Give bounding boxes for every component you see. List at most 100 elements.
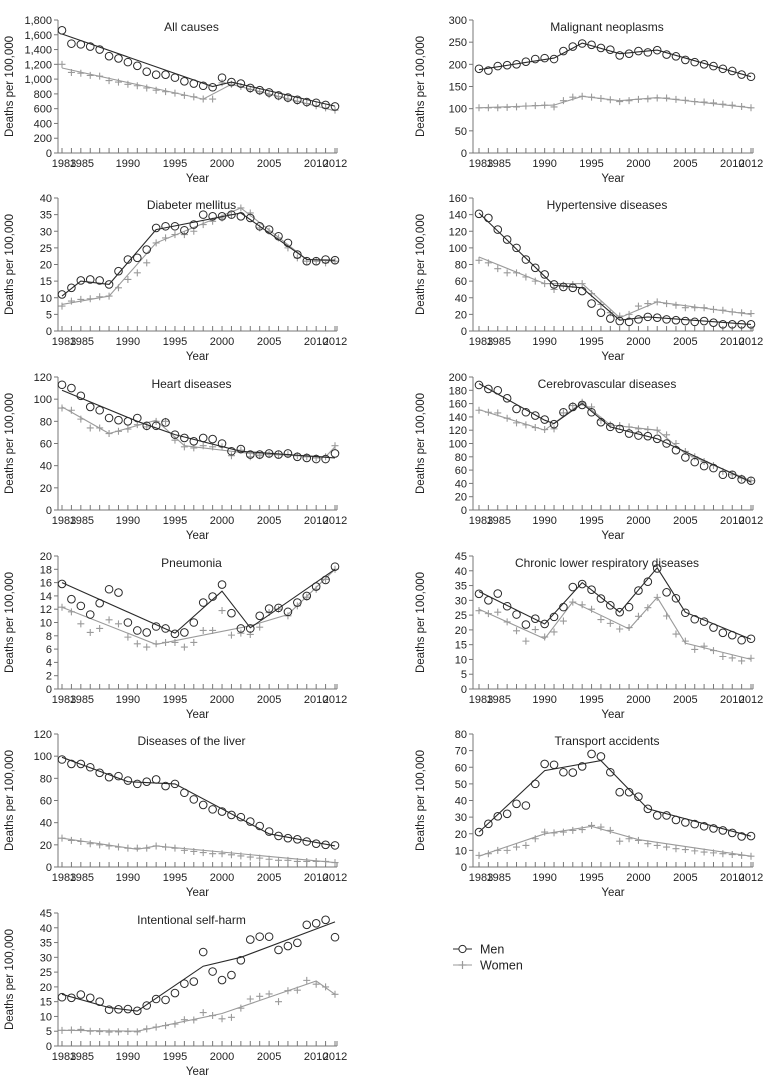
men-data-point [245,450,255,459]
men-data-point [76,276,86,285]
women-data-point [133,640,141,648]
men-data-point [170,779,180,789]
y-tick-label: 40 [455,566,467,578]
chart-title: Cerebrovascular diseases [538,377,677,391]
women-data-point [218,850,226,858]
men-data-point [161,221,170,231]
y-tick-label: 25 [40,967,52,979]
men-data-point [57,290,67,299]
men-data-point [133,61,142,71]
men-data-point [746,831,756,841]
men-data-point [227,446,236,456]
men-data-point [521,407,531,417]
men-data-point [474,589,484,599]
women-data-point [531,102,539,110]
men-data-point [161,995,170,1005]
x-tick-label: 1985 [70,515,94,527]
women-data-point [77,620,85,628]
women-data-point [559,828,567,836]
women-data-point [209,850,217,858]
y-tick-label: 30 [40,952,52,964]
y-tick-label: 12 [40,604,52,616]
women-data-point [105,1028,113,1036]
women-data-point [303,976,311,984]
men-data-point [208,82,217,92]
men-data-point [264,449,274,458]
men-data-point [283,238,293,248]
men-data-point [624,602,634,612]
women-data-point [494,265,502,273]
x-axis-label: Year [601,887,624,899]
men-data-point [170,73,180,82]
men-data-point [330,102,340,111]
men-data-point [662,588,671,597]
men-data-point [133,413,142,423]
women-data-point [152,640,160,648]
women-data-point [634,612,642,620]
women-data-point [597,616,605,624]
women-data-point [634,425,642,433]
women-data-point [199,626,207,634]
women-data-point [513,843,521,851]
x-tick-label: 2010 [720,872,744,884]
men-data-point [634,431,643,440]
women-data-point [672,301,680,309]
x-tick-label: 2000 [626,515,650,527]
men-data-point [568,582,578,592]
women-data-point [475,104,483,112]
y-tick-label: 140 [449,412,467,424]
x-tick-label: 2005 [673,694,697,706]
men-data-point [321,915,330,925]
x-tick-label: 1995 [163,515,187,527]
y-tick-label: 5 [461,669,467,681]
men-data-point [662,811,671,820]
women-data-point [634,302,642,310]
y-tick-label: 600 [34,104,52,116]
women-data-point [747,104,755,112]
women-data-point [522,273,530,281]
x-tick-label: 2005 [673,872,697,884]
men-data-point [161,624,170,633]
y-tick-label: 25 [40,243,52,255]
y-axis-label: Deaths per 100,000 [415,572,427,673]
men-data-point [530,779,540,789]
men-data-point [133,626,142,635]
men-data-point [484,596,493,605]
y-tick-label: 20 [455,829,467,841]
y-tick-label: 0 [46,505,52,517]
men-data-point [596,752,606,761]
men-data-point [311,839,321,849]
y-tick-label: 40 [40,923,52,935]
women-data-point [312,980,320,988]
men-data-point [217,807,227,816]
men-data-point [264,225,274,234]
men-data-point [311,454,321,464]
men-data-point [161,70,170,79]
y-tick-label: 50 [455,126,467,138]
x-tick-label: 1985 [70,1051,94,1063]
women-data-point [588,93,596,101]
women-data-point [143,1025,151,1033]
women-data-point [143,259,151,267]
women-data-point [503,414,511,422]
y-tick-label: 16 [40,578,52,590]
y-tick-label: 800 [34,89,52,101]
women-data-point [606,96,614,104]
men-data-point [114,771,123,781]
y-tick-label: 60 [40,439,52,451]
men-data-point [151,994,161,1004]
men-data-point [189,220,199,229]
women-data-point [96,293,104,301]
men-data-point [180,77,189,86]
men-data-point [114,588,123,597]
men-data-point [85,402,95,412]
men-data-point [245,624,255,633]
men-data-point [568,402,578,412]
women-data-point [719,306,727,314]
men-data-point [577,762,587,771]
x-tick-label: 2000 [626,158,650,170]
men-data-point [180,225,189,235]
men-data-point [57,992,67,1002]
women-data-point [114,1028,122,1036]
women-data-point [475,607,483,615]
